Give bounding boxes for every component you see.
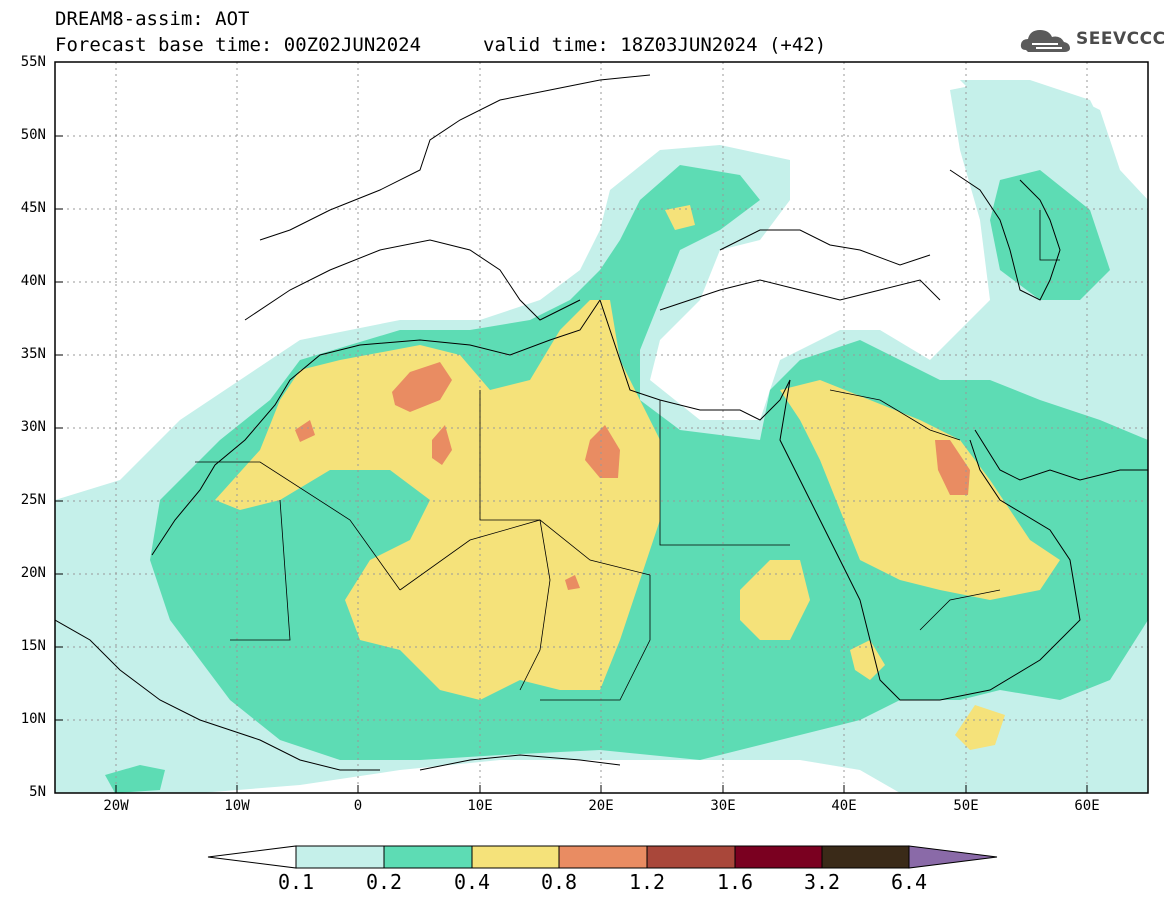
- colorbar-label-1.6: 1.6: [716, 870, 754, 894]
- aot-band-0.8-iraq: [935, 440, 970, 495]
- colorbar-label-3.2: 3.2: [803, 870, 841, 894]
- lat-label-55n: 55N: [20, 54, 46, 70]
- lon-label-10e: 10E: [467, 798, 493, 814]
- lon-label-0: 0: [353, 798, 363, 814]
- lat-label-35n: 35N: [20, 346, 46, 362]
- coastlines: [55, 74, 1148, 771]
- aot-band-0.8-libya: [585, 425, 620, 478]
- aot-band-0.4-balkan: [665, 205, 695, 230]
- colorbar-segment-5: [646, 845, 736, 869]
- lat-label-25n: 25N: [20, 492, 46, 508]
- aot-band-0.2-south: [105, 765, 165, 793]
- lon-label-40e: 40E: [831, 798, 857, 814]
- lat-label-40n: 40N: [20, 273, 46, 289]
- lat-label-15n: 15N: [20, 638, 46, 654]
- aot-band-0.2-caspian: [990, 170, 1110, 300]
- lat-label-50n: 50N: [20, 127, 46, 143]
- colorbar: [207, 845, 998, 869]
- tick-marks: [55, 135, 1088, 793]
- colorbar-label-0.2: 0.2: [365, 870, 403, 894]
- title-product: DREAM8-assim: AOT: [55, 8, 250, 30]
- aot-band-0.4-yemen: [955, 705, 1005, 750]
- lat-label-30n: 30N: [20, 419, 46, 435]
- lat-label-10n: 10N: [20, 711, 46, 727]
- country-borders: [195, 210, 1060, 701]
- lon-label-50e: 50E: [953, 798, 979, 814]
- aot-band-0.1-east: [960, 80, 1110, 170]
- colorbar-label-6.4: 6.4: [890, 870, 928, 894]
- colorbar-over-triangle: [908, 845, 998, 869]
- colorbar-segment-4: [558, 845, 648, 869]
- aot-band-0.4-sudan: [740, 560, 810, 640]
- logo-text: SEEVCCC: [1076, 29, 1165, 49]
- aot-band-0.8-chad: [565, 575, 580, 590]
- cloud-icon: [1020, 30, 1070, 52]
- lon-label-20w: 20W: [103, 798, 129, 814]
- lat-label-5n: 5N: [29, 784, 46, 800]
- lat-label-45n: 45N: [20, 200, 46, 216]
- aot-band-0.8-algeria: [432, 425, 452, 465]
- lon-label-10w: 10W: [224, 798, 250, 814]
- colorbar-segment-6: [734, 845, 823, 869]
- colorbar-segment-3: [471, 845, 560, 869]
- colorbar-label-1.2: 1.2: [628, 870, 666, 894]
- colorbar-label-0.1: 0.1: [277, 870, 315, 894]
- lon-label-20e: 20E: [588, 798, 614, 814]
- title-base-time: Forecast base time: 00Z02JUN2024: [55, 34, 422, 56]
- title-valid-time: valid time: 18Z03JUN2024 (+42): [483, 34, 827, 56]
- aot-band-0.8-atlas: [392, 362, 452, 412]
- lat-label-20n: 20N: [20, 565, 46, 581]
- graticule: [55, 62, 1148, 793]
- colorbar-under-triangle: [207, 845, 297, 869]
- aot-band-0.4-eritrea: [850, 640, 885, 680]
- lon-label-60e: 60E: [1074, 798, 1100, 814]
- aot-band-0.8-mali: [295, 420, 315, 442]
- seevccc-logo: SEEVCCC: [1018, 22, 1165, 58]
- colorbar-segment-1: [295, 845, 385, 869]
- aot-band-0.4-arabia: [780, 380, 1060, 600]
- aot-field: [55, 80, 1148, 793]
- lon-label-30e: 30E: [710, 798, 736, 814]
- aot-band-0.4-sahara: [215, 300, 660, 700]
- colorbar-label-0.4: 0.4: [453, 870, 491, 894]
- colorbar-label-0.8: 0.8: [540, 870, 578, 894]
- colorbar-segment-2: [383, 845, 473, 869]
- colorbar-segment-7: [821, 845, 910, 869]
